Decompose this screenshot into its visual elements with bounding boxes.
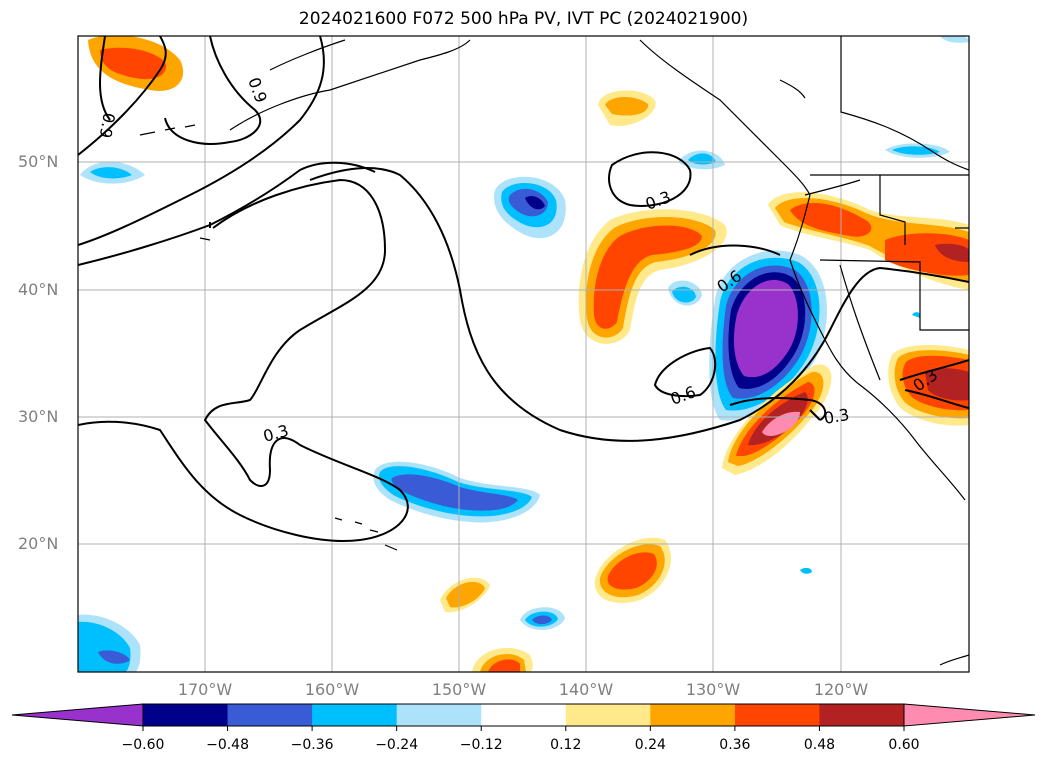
colorbar-tick-label: 0.12 bbox=[550, 737, 582, 753]
colorbar-segment bbox=[227, 704, 313, 726]
filled-anomalies bbox=[78, 36, 969, 672]
colorbar-tick-label: −0.24 bbox=[375, 737, 419, 753]
colorbar-extend-low bbox=[11, 703, 144, 727]
contour-label-2: 0.9 bbox=[96, 111, 119, 139]
lon-label-150w: 150°W bbox=[431, 680, 487, 699]
colorbar-segment bbox=[481, 704, 567, 726]
lon-label-140w: 140°W bbox=[558, 680, 614, 699]
colorbar-segment bbox=[312, 704, 398, 726]
colorbar-tick-label: −0.60 bbox=[121, 737, 165, 753]
colorbar-tick-label: −0.36 bbox=[290, 737, 334, 753]
gridlines bbox=[78, 36, 969, 672]
colorbar-tick-label: 0.60 bbox=[888, 737, 920, 753]
lon-label-170w: 170°W bbox=[177, 680, 233, 699]
lon-label-120w: 120°W bbox=[813, 680, 869, 699]
colorbar-segment bbox=[734, 704, 820, 726]
colorbar bbox=[11, 703, 1036, 731]
colorbar-tick-label: −0.48 bbox=[206, 737, 249, 753]
colorbar-tick-label: 0.48 bbox=[803, 737, 836, 753]
map-frame bbox=[77, 35, 970, 673]
lat-label-30n: 30°N bbox=[18, 407, 59, 426]
lon-label-130w: 130°W bbox=[685, 680, 741, 699]
colorbar-tick-label: 0.24 bbox=[634, 737, 666, 753]
colorbar-tick-label: 0.36 bbox=[719, 737, 751, 753]
colorbar-tick-label: −0.12 bbox=[459, 737, 503, 753]
map-background bbox=[78, 36, 969, 672]
contour-label-7: 0.3 bbox=[822, 405, 850, 428]
pv-contours bbox=[78, 36, 969, 542]
map-title: 2024021600 F072 500 hPa PV, IVT PC (2024… bbox=[298, 9, 749, 29]
lat-label-50n: 50°N bbox=[18, 152, 59, 171]
colorbar-extend-high bbox=[903, 703, 1036, 727]
colorbar-segment bbox=[819, 704, 905, 726]
lat-label-20n: 20°N bbox=[18, 534, 59, 553]
lat-label-40n: 40°N bbox=[18, 280, 59, 299]
colorbar-segment bbox=[650, 704, 736, 726]
lon-label-160w: 160°W bbox=[304, 680, 360, 699]
colorbar-segment bbox=[565, 704, 651, 726]
colorbar-frame bbox=[142, 703, 905, 727]
colorbar-segment bbox=[143, 704, 229, 726]
coastlines bbox=[139, 36, 969, 666]
colorbar-segment bbox=[396, 704, 482, 726]
